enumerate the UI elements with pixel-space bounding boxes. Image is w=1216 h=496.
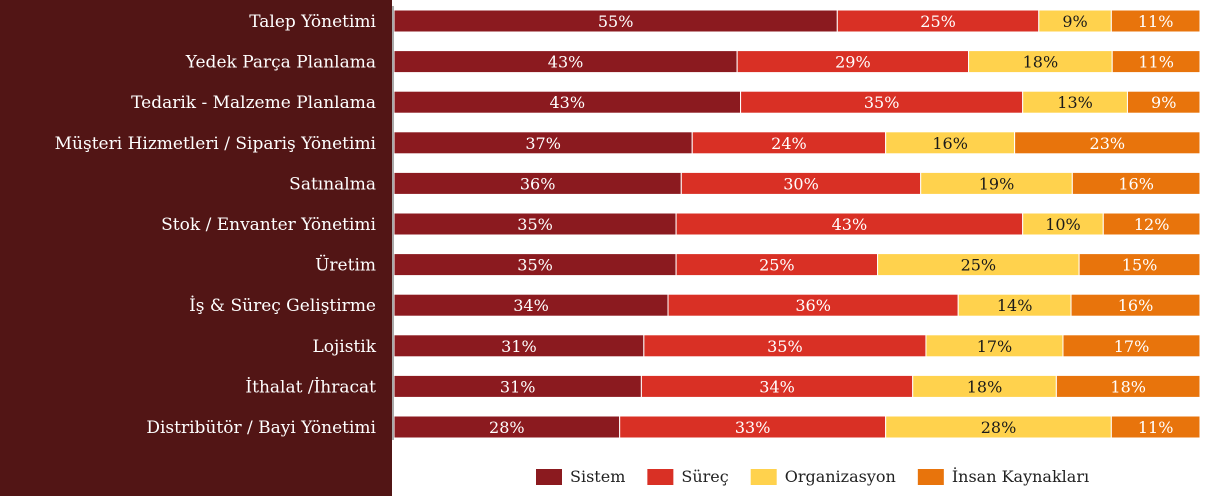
- value-label-surec-tedarik-malzeme-planlama: 35%: [864, 93, 900, 112]
- value-label-i-nsan-kaynaklari-distributor-bayi-yonetimi: 11%: [1138, 418, 1174, 437]
- value-label-organizasyon-satinalma: 19%: [979, 174, 1015, 193]
- category-label-yedek-parca-planlama: Yedek Parça Planlama: [185, 53, 376, 73]
- category-label-talep-yonetimi: Talep Yönetimi: [249, 12, 376, 32]
- value-label-sistem-i-thalat-i-hracat: 31%: [500, 377, 536, 396]
- value-label-surec-i-s-surec-gelistirme: 36%: [795, 296, 831, 315]
- value-label-i-nsan-kaynaklari-lojistik: 17%: [1114, 337, 1150, 356]
- category-label-panel: [0, 0, 392, 496]
- value-label-surec-talep-yonetimi: 25%: [920, 12, 956, 31]
- value-label-surec-stok-envanter-yonetimi: 43%: [832, 215, 868, 234]
- category-label-i-s-surec-gelistirme: İş & Süreç Geliştirme: [189, 295, 376, 316]
- value-label-sistem-tedarik-malzeme-planlama: 43%: [550, 93, 586, 112]
- value-label-i-nsan-kaynaklari-i-s-surec-gelistirme: 16%: [1118, 296, 1154, 315]
- bar-i-nsan-kaynaklari-distributor-bayi-yonetimi: [1110, 415, 1201, 439]
- category-label-i-thalat-i-hracat: İthalat /İhracat: [245, 376, 376, 397]
- value-label-sistem-talep-yonetimi: 55%: [598, 12, 634, 31]
- value-label-sistem-stok-envanter-yonetimi: 35%: [517, 215, 553, 234]
- value-label-sistem-musteri-hizmetleri-siparis-yonetimi: 37%: [525, 134, 561, 153]
- value-label-organizasyon-musteri-hizmetleri-siparis-yonetimi: 16%: [932, 134, 968, 153]
- legend-swatch-organizasyon: [750, 469, 777, 485]
- bar-i-nsan-kaynaklari-i-s-surec-gelistirme: [1070, 293, 1201, 317]
- bar-i-nsan-kaynaklari-lojistik: [1062, 334, 1201, 358]
- value-label-surec-uretim: 25%: [759, 256, 795, 275]
- bar-i-nsan-kaynaklari-i-thalat-i-hracat: [1055, 374, 1201, 398]
- legend-label-surec: Süreç: [681, 467, 728, 486]
- value-label-organizasyon-stok-envanter-yonetimi: 10%: [1045, 215, 1081, 234]
- category-label-stok-envanter-yonetimi: Stok / Envanter Yönetimi: [161, 215, 376, 235]
- value-label-i-nsan-kaynaklari-satinalma: 16%: [1118, 174, 1154, 193]
- value-label-organizasyon-i-thalat-i-hracat: 18%: [967, 377, 1003, 396]
- legend-swatch-surec: [647, 469, 674, 485]
- value-label-surec-yedek-parca-planlama: 29%: [835, 53, 871, 72]
- legend-swatch-i-nsan-kaynaklari: [917, 469, 944, 485]
- value-label-organizasyon-uretim: 25%: [961, 256, 997, 275]
- value-label-surec-lojistik: 35%: [767, 337, 803, 356]
- value-label-organizasyon-talep-yonetimi: 9%: [1062, 12, 1087, 31]
- bar-segments: [393, 9, 1201, 439]
- value-label-sistem-satinalma: 36%: [520, 174, 556, 193]
- category-label-lojistik: Lojistik: [312, 337, 376, 357]
- value-label-sistem-yedek-parca-planlama: 43%: [548, 53, 584, 72]
- legend-swatch-sistem: [536, 469, 562, 485]
- legend-label-i-nsan-kaynaklari: İnsan Kaynakları: [952, 466, 1089, 486]
- bar-i-nsan-kaynaklari-tedarik-malzeme-planlama: [1126, 90, 1201, 114]
- bar-i-nsan-kaynaklari-uretim: [1078, 253, 1201, 277]
- value-label-i-nsan-kaynaklari-uretim: 15%: [1122, 256, 1158, 275]
- bar-i-nsan-kaynaklari-talep-yonetimi: [1110, 9, 1201, 33]
- value-label-organizasyon-yedek-parca-planlama: 18%: [1023, 53, 1059, 72]
- value-label-sistem-i-s-surec-gelistirme: 34%: [513, 296, 549, 315]
- value-label-sistem-distributor-bayi-yonetimi: 28%: [489, 418, 525, 437]
- category-label-satinalma: Satınalma: [289, 174, 376, 194]
- legend-label-sistem: Sistem: [570, 467, 625, 486]
- value-label-sistem-lojistik: 31%: [501, 337, 537, 356]
- category-labels: Talep Yönetimi Yedek Parça Planlama Tedari…: [55, 12, 377, 438]
- bar-i-nsan-kaynaklari-musteri-hizmetleri-siparis-yonetimi: [1014, 131, 1201, 155]
- value-label-i-nsan-kaynaklari-i-thalat-i-hracat: 18%: [1110, 377, 1146, 396]
- value-label-i-nsan-kaynaklari-tedarik-malzeme-planlama: 9%: [1151, 93, 1176, 112]
- bar-i-nsan-kaynaklari-yedek-parca-planlama: [1111, 50, 1201, 74]
- legend: Sistem Süreç Organizasyon İnsan Kaynakları: [536, 466, 1089, 486]
- value-label-i-nsan-kaynaklari-stok-envanter-yonetimi: 12%: [1134, 215, 1170, 234]
- value-label-i-nsan-kaynaklari-musteri-hizmetleri-siparis-yonetimi: 23%: [1090, 134, 1126, 153]
- value-label-surec-satinalma: 30%: [783, 174, 819, 193]
- category-label-uretim: Üretim: [315, 255, 376, 276]
- value-label-organizasyon-tedarik-malzeme-planlama: 13%: [1057, 93, 1093, 112]
- bar-i-nsan-kaynaklari-satinalma: [1071, 171, 1201, 195]
- value-label-i-nsan-kaynaklari-yedek-parca-planlama: 11%: [1138, 53, 1174, 72]
- value-label-organizasyon-lojistik: 17%: [977, 337, 1013, 356]
- category-label-musteri-hizmetleri-siparis-yonetimi: Müşteri Hizmetleri / Sipariş Yönetimi: [55, 134, 377, 154]
- legend-label-organizasyon: Organizasyon: [785, 467, 896, 486]
- segment-value-labels: 55% 25% 9% 11% 43% 29% 18% 11% 43% 35% 13% 9% 37% 24%…: [489, 12, 1176, 437]
- value-label-surec-i-thalat-i-hracat: 34%: [759, 377, 795, 396]
- value-label-sistem-uretim: 35%: [517, 256, 553, 275]
- value-label-surec-distributor-bayi-yonetimi: 33%: [735, 418, 771, 437]
- category-label-tedarik-malzeme-planlama: Tedarik - Malzeme Planlama: [131, 93, 376, 113]
- value-label-surec-musteri-hizmetleri-siparis-yonetimi: 24%: [771, 134, 807, 153]
- bar-i-nsan-kaynaklari-stok-envanter-yonetimi: [1102, 212, 1201, 236]
- value-label-organizasyon-i-s-surec-gelistirme: 14%: [997, 296, 1033, 315]
- value-label-organizasyon-distributor-bayi-yonetimi: 28%: [981, 418, 1017, 437]
- value-label-i-nsan-kaynaklari-talep-yonetimi: 11%: [1138, 12, 1174, 31]
- category-label-distributor-bayi-yonetimi: Distribütör / Bayi Yönetimi: [146, 418, 376, 438]
